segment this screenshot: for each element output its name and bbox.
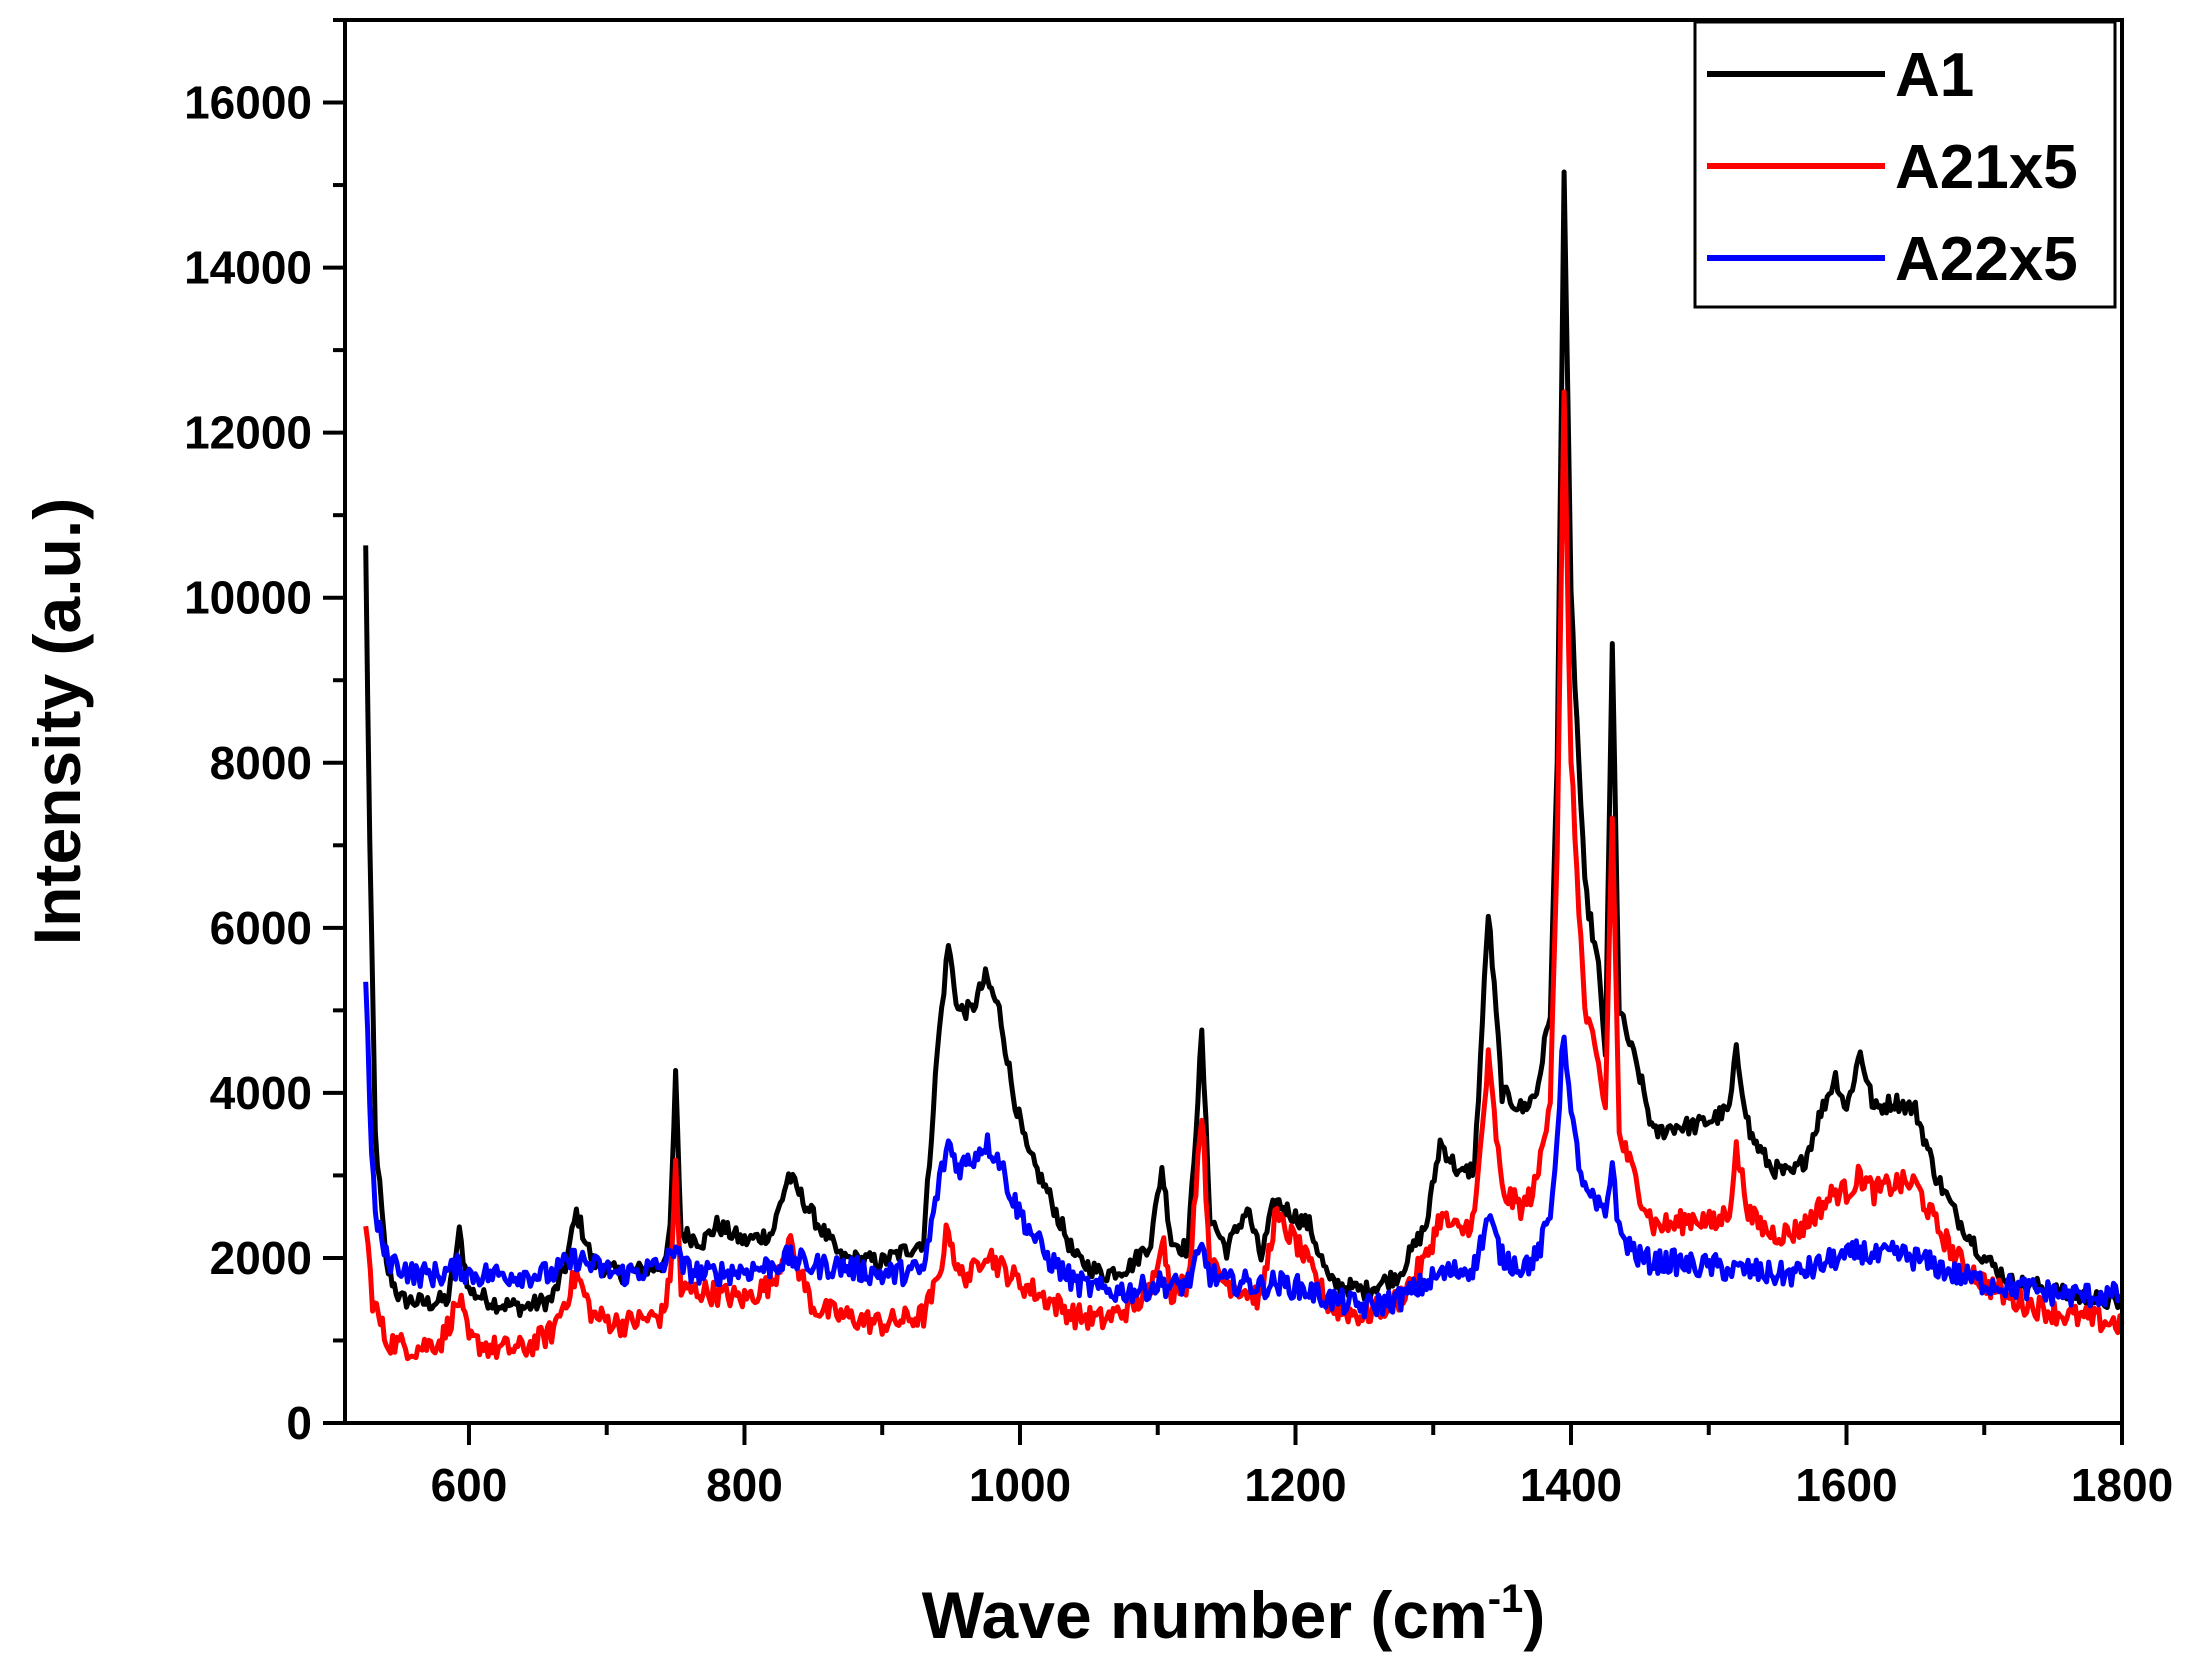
- series-layer: [363, 169, 2125, 1362]
- y-tick-label-12000: 12000: [184, 407, 312, 459]
- x-axis-title: Wave number (cm-1): [922, 1577, 1546, 1652]
- x-tick-label-1200: 1200: [1244, 1459, 1346, 1511]
- y-tick-label-2000: 2000: [210, 1232, 312, 1284]
- y-tick-label-6000: 6000: [210, 902, 312, 954]
- x-tick-label-800: 800: [706, 1459, 783, 1511]
- x-tick-label-1600: 1600: [1795, 1459, 1897, 1511]
- series-line-a22x5: [363, 981, 2125, 1320]
- x-axis-title-superscript: -1: [1488, 1577, 1524, 1621]
- series-line-a21x5: [363, 389, 2125, 1362]
- legend: A1 A21x5 A22x5: [1693, 20, 2117, 309]
- plot-frame: [343, 18, 2124, 1425]
- x-axis-title-main: Wave number (cm: [922, 1578, 1488, 1652]
- x-tick-label-600: 600: [431, 1459, 508, 1511]
- y-tick-label-8000: 8000: [210, 737, 312, 789]
- y-tick-label-0: 0: [286, 1397, 312, 1449]
- legend-label-a22x5: A22x5: [1895, 225, 2078, 294]
- y-axis-title: Intensity (a.u.): [20, 498, 94, 945]
- y-tick-label-14000: 14000: [184, 242, 312, 294]
- x-tick-label-1400: 1400: [1520, 1459, 1622, 1511]
- legend-label-a1: A1: [1895, 41, 1974, 110]
- y-tick-label-10000: 10000: [184, 572, 312, 624]
- x-tick-label-1800: 1800: [2071, 1459, 2173, 1511]
- axes-layer: 600 800 1000 1200 1400 1600 1800 0 2000 4000 6000 8…: [20, 18, 2173, 1652]
- x-tick-label-1000: 1000: [969, 1459, 1071, 1511]
- x-axis-title-close: ): [1523, 1578, 1545, 1652]
- legend-label-a21x5: A21x5: [1895, 133, 2078, 202]
- y-tick-label-4000: 4000: [210, 1067, 312, 1119]
- y-tick-label-16000: 16000: [184, 77, 312, 129]
